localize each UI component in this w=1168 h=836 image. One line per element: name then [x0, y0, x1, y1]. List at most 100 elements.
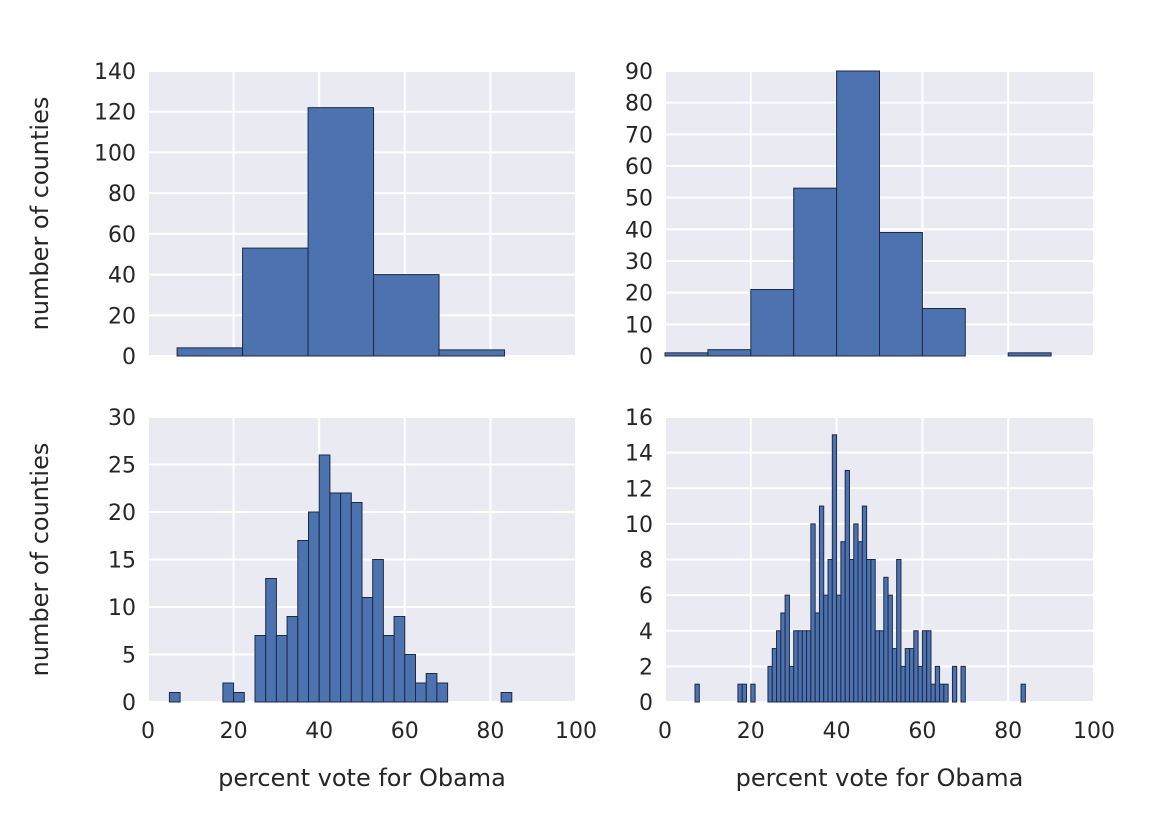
x-tick-label: 40 [305, 719, 333, 744]
histogram-bar [896, 559, 902, 703]
histogram-bar [926, 630, 932, 703]
y-tick-label: 4 [639, 620, 653, 645]
y-tick-label: 60 [108, 223, 136, 248]
y-tick-label: 20 [108, 304, 136, 329]
histogram-bar [836, 594, 842, 703]
histogram-bar [840, 541, 846, 703]
histogram-bar [767, 665, 773, 703]
y-tick-label: 40 [108, 264, 136, 289]
x-axis-label: percent vote for Obama [218, 764, 506, 792]
histogram-bar [874, 630, 881, 703]
x-tick-label: 60 [391, 719, 419, 744]
histogram-bar [776, 630, 782, 703]
histogram-bar [861, 505, 868, 703]
histogram-bar [329, 492, 342, 703]
x-tick-label: 80 [994, 719, 1022, 744]
y-tick-label: 8 [639, 549, 653, 574]
histogram-bar [793, 630, 799, 703]
histogram-bar [425, 673, 438, 703]
y-tick-label: 15 [108, 549, 136, 574]
histogram-bar [694, 683, 700, 703]
histogram-bar [404, 654, 416, 703]
histogram-bar [848, 559, 855, 703]
histogram-bar [438, 349, 506, 357]
x-axis-label: percent vote for Obama [736, 764, 1024, 792]
histogram-bar [275, 635, 288, 703]
histogram-bar [233, 692, 245, 703]
y-tick-label: 50 [625, 187, 653, 212]
histogram-bar [340, 492, 352, 703]
histogram-bar [265, 578, 277, 703]
histogram-bar [361, 597, 374, 703]
y-tick-label: 20 [625, 282, 653, 307]
histogram-bar [436, 682, 449, 703]
x-tick-label: 40 [823, 719, 851, 744]
histogram-bar [297, 540, 309, 703]
y-tick-label: 100 [94, 141, 136, 166]
histogram-bar [372, 559, 384, 703]
histogram-bar [254, 635, 267, 703]
y-tick-label: 30 [625, 250, 653, 275]
histogram-bar [1020, 683, 1026, 703]
histogram-bar [737, 683, 743, 703]
histogram-bar [879, 232, 923, 357]
histogram-bar [831, 434, 838, 703]
histogram-bar [750, 683, 756, 703]
histogram-bar [415, 682, 427, 703]
histogram-bar [917, 665, 923, 703]
histogram-bar [904, 648, 911, 703]
histogram-bar [771, 648, 778, 703]
histogram-bar [797, 630, 803, 703]
histogram-bar [793, 187, 838, 357]
y-tick-label: 80 [108, 182, 136, 207]
histogram-bar [784, 594, 790, 703]
histogram-bar [393, 616, 406, 703]
histogram-bar [930, 683, 936, 703]
y-tick-label: 14 [625, 442, 653, 467]
y-tick-label: 12 [625, 477, 653, 502]
histogram-bar [883, 576, 889, 703]
histogram-bar [707, 349, 752, 357]
histogram-bar [176, 347, 244, 357]
histogram-bar [780, 612, 786, 703]
histogram-bar [318, 454, 331, 703]
y-tick-label: 5 [122, 644, 136, 669]
histogram-bar [943, 683, 949, 703]
y-tick-label: 70 [625, 123, 653, 148]
histogram-bar [814, 612, 820, 703]
histogram-bar [934, 665, 941, 703]
histogram-bar [664, 352, 709, 357]
histogram-bar [242, 247, 309, 357]
y-axis-label: number of counties [26, 97, 54, 331]
histogram-bar [741, 683, 748, 703]
histogram-bar [806, 630, 812, 703]
y-tick-label: 90 [625, 60, 653, 85]
histogram-bar [222, 682, 235, 703]
histogram-bar [373, 274, 440, 357]
histogram-bar [286, 616, 299, 703]
y-tick-label: 25 [108, 454, 136, 479]
histogram-bar [951, 665, 958, 703]
histogram-bar [887, 594, 893, 703]
y-tick-label: 60 [625, 155, 653, 180]
x-tick-label: 80 [476, 719, 504, 744]
subplot-top-left: 0 20 40 60 80 100 120 140 number of counties [26, 60, 577, 370]
subplot-bottom-right: 0 2 4 6 8 10 12 14 16 0 20 40 60 80 100 percent vote fo… [625, 406, 1115, 792]
y-tick-label: 30 [108, 406, 136, 431]
histogram-bar [900, 665, 906, 703]
histogram-bar [823, 594, 829, 703]
histogram-bar [1007, 352, 1052, 357]
histogram-bar [307, 107, 375, 357]
x-tick-label: 100 [555, 719, 597, 744]
y-tick-label: 0 [639, 345, 653, 370]
y-tick-label: 0 [122, 345, 136, 370]
y-tick-label: 80 [625, 92, 653, 117]
histogram-bar [500, 692, 513, 703]
histogram-bar [891, 648, 898, 703]
x-tick-label: 20 [220, 719, 248, 744]
subplot-top-right: 0 10 20 30 40 50 60 70 80 90 [625, 60, 1095, 370]
histogram-bar [788, 665, 795, 703]
histogram-bar [836, 70, 880, 357]
histogram-bar [909, 648, 915, 703]
